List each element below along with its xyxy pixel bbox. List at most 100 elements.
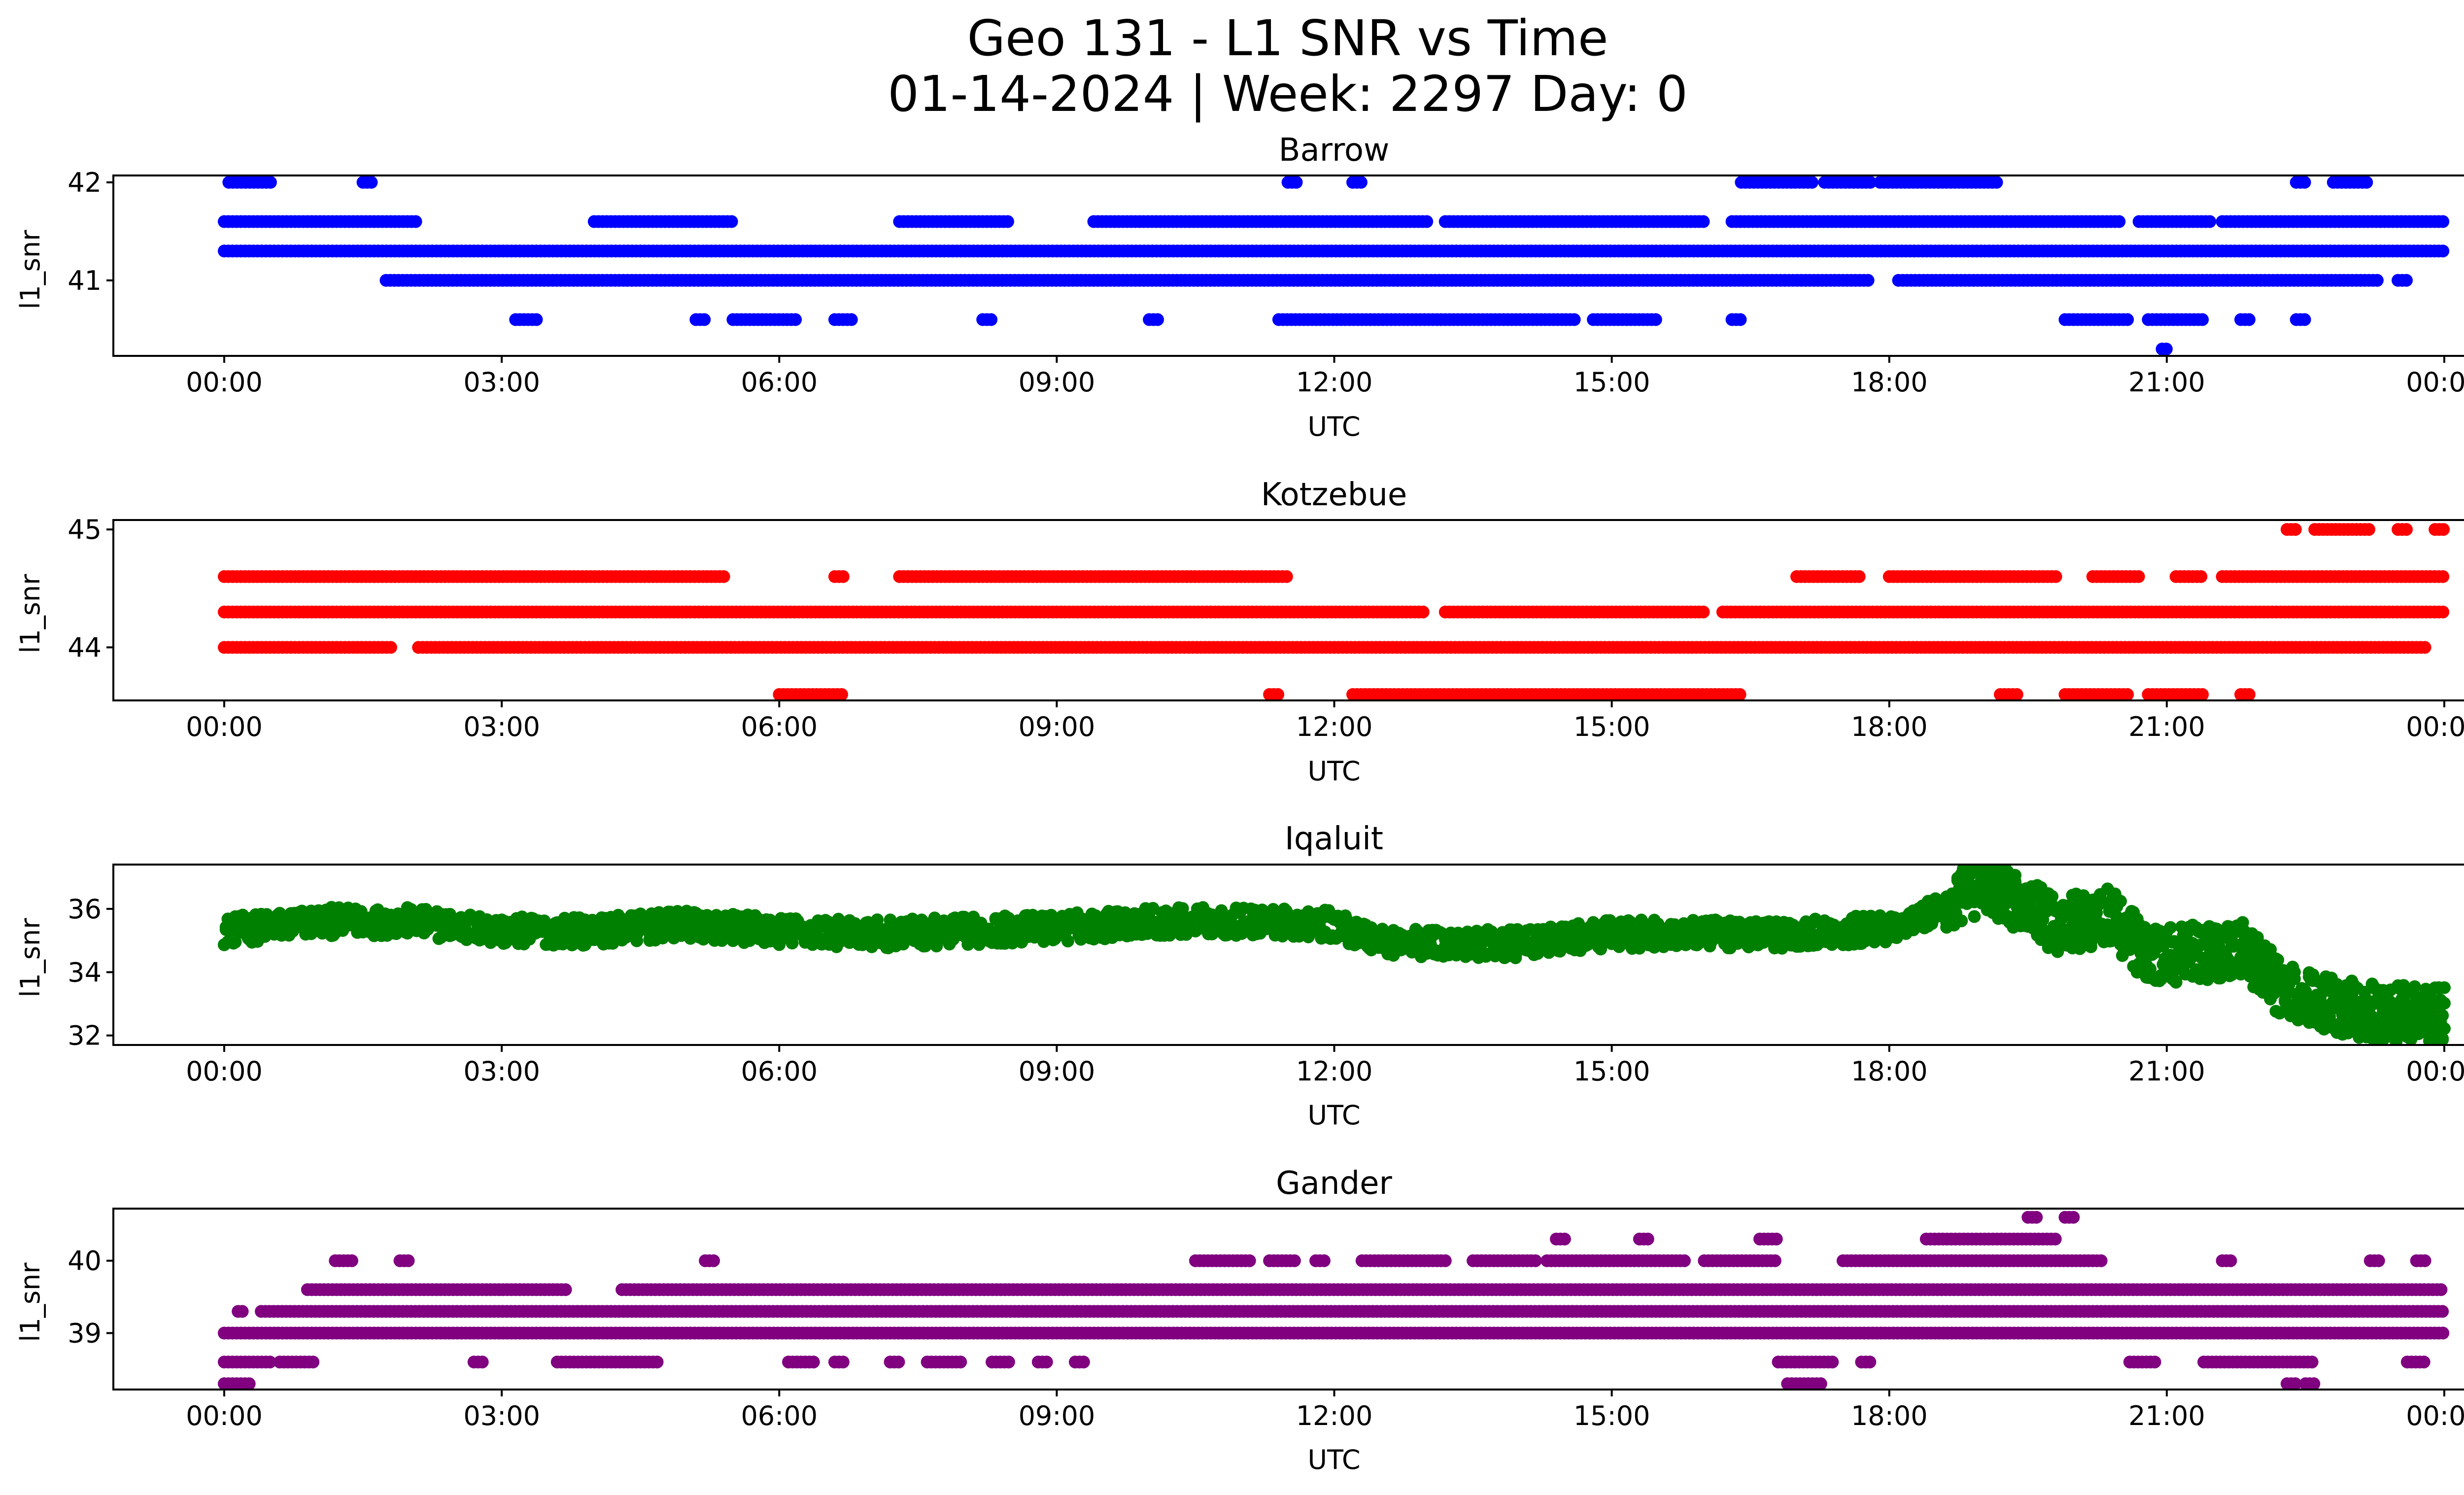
data-point bbox=[985, 313, 998, 326]
data-point bbox=[1074, 932, 1088, 945]
x-tick-label: 18:00 bbox=[1851, 711, 1928, 742]
data-point bbox=[2418, 641, 2431, 654]
x-tick-label: 12:00 bbox=[1296, 367, 1373, 398]
iqaluit-panel: Iqaluit UTC l1_snr 00:00 03:00 06:00 09:00 1… bbox=[15, 821, 2464, 1131]
x-tick-label: 00:00 bbox=[2406, 367, 2464, 398]
data-point bbox=[1151, 313, 1164, 326]
data-point bbox=[725, 215, 738, 228]
y-tick-label: 41 bbox=[68, 265, 102, 296]
x-axis-label: UTC bbox=[1307, 756, 1360, 787]
data-point bbox=[229, 936, 242, 949]
y-tick-label: 45 bbox=[68, 514, 102, 545]
data-point bbox=[2113, 215, 2126, 228]
data-point bbox=[717, 570, 730, 583]
data-points bbox=[218, 175, 2450, 356]
x-tick-label: 18:00 bbox=[1851, 367, 1928, 398]
data-point bbox=[1061, 935, 1074, 948]
data-point bbox=[1290, 175, 1303, 189]
panel-title: Iqaluit bbox=[1285, 821, 1383, 857]
chart-subtitle: 01-14-2024 | Week: 2297 Day: 0 bbox=[888, 65, 1687, 123]
data-point bbox=[2436, 215, 2450, 228]
data-point bbox=[2400, 274, 2413, 287]
data-point bbox=[871, 913, 884, 927]
data-point bbox=[1271, 688, 1284, 700]
data-point bbox=[884, 913, 897, 927]
kotzebue-panel: Kotzebue UTC l1_snr 00:00 03:00 06:00 09:00… bbox=[15, 477, 2464, 787]
data-point bbox=[1806, 175, 1818, 189]
data-point bbox=[1733, 688, 1746, 700]
data-point bbox=[1568, 313, 1581, 326]
panel-title: Kotzebue bbox=[1261, 477, 1407, 513]
data-point bbox=[2298, 313, 2311, 326]
x-tick-label: 00:00 bbox=[2406, 711, 2464, 742]
x-tick-label: 06:00 bbox=[741, 367, 818, 398]
x-tick-label: 00:00 bbox=[186, 711, 263, 742]
x-tick-label: 12:00 bbox=[1296, 711, 1373, 742]
panel-title: Barrow bbox=[1279, 132, 1390, 169]
data-point bbox=[2196, 313, 2209, 326]
data-point bbox=[1734, 313, 1747, 326]
data-point bbox=[264, 175, 277, 189]
data-point bbox=[630, 934, 644, 947]
x-tick-label: 03:00 bbox=[463, 367, 540, 398]
data-point bbox=[2298, 175, 2311, 189]
y-tick-label: 42 bbox=[68, 167, 102, 198]
data-point bbox=[1001, 215, 1014, 228]
data-point bbox=[2196, 688, 2209, 700]
x-tick-label: 15:00 bbox=[1574, 367, 1650, 398]
data-points bbox=[218, 523, 2450, 700]
data-point bbox=[2436, 605, 2450, 619]
data-point bbox=[2289, 523, 2302, 536]
data-point bbox=[1852, 570, 1866, 583]
data-point bbox=[365, 175, 378, 189]
data-point bbox=[1861, 274, 1875, 287]
data-point bbox=[2132, 570, 2145, 583]
data-point bbox=[2194, 570, 2208, 583]
data-point bbox=[2242, 688, 2256, 700]
data-point bbox=[1176, 902, 1189, 915]
x-tick-label: 06:00 bbox=[741, 711, 818, 742]
data-point bbox=[1594, 942, 1608, 956]
data-point bbox=[789, 313, 802, 326]
data-point bbox=[835, 688, 848, 700]
data-point bbox=[698, 313, 711, 326]
data-point bbox=[409, 215, 422, 228]
barrow-panel: Barrow UTC l1_snr 00:00 03:00 06:00 09:00 12… bbox=[15, 132, 2464, 442]
data-point bbox=[2242, 313, 2256, 326]
data-point bbox=[1163, 929, 1176, 942]
data-point bbox=[2159, 343, 2173, 356]
data-point bbox=[1280, 570, 1293, 583]
x-tick-label: 09:00 bbox=[1019, 367, 1095, 398]
data-point bbox=[2370, 274, 2384, 287]
data-point bbox=[2360, 175, 2373, 189]
data-point bbox=[1649, 313, 1662, 326]
y-axis-label: l1_snr bbox=[15, 918, 46, 998]
data-point bbox=[2437, 523, 2450, 536]
x-tick-label: 00:00 bbox=[186, 367, 263, 398]
data-point bbox=[1990, 175, 2003, 189]
x-tick-label: 09:00 bbox=[1019, 711, 1095, 742]
data-point bbox=[530, 313, 543, 326]
data-point bbox=[2203, 215, 2217, 228]
x-tick-label: 03:00 bbox=[463, 711, 540, 742]
data-point bbox=[845, 313, 858, 326]
data-point bbox=[2049, 570, 2062, 583]
x-axis-label: UTC bbox=[1307, 1100, 1360, 1131]
data-point bbox=[384, 641, 397, 654]
data-point bbox=[2362, 523, 2375, 536]
data-point bbox=[1420, 215, 1434, 228]
data-point bbox=[2400, 523, 2413, 536]
data-point bbox=[1697, 215, 1710, 228]
data-points bbox=[218, 865, 2451, 1045]
data-point bbox=[836, 570, 850, 583]
data-point bbox=[1416, 605, 1430, 619]
data-point bbox=[2436, 570, 2450, 583]
data-point bbox=[2436, 244, 2450, 258]
data-point bbox=[2121, 313, 2134, 326]
data-point bbox=[1864, 175, 1877, 189]
data-point bbox=[2121, 688, 2134, 700]
data-point bbox=[1354, 175, 1368, 189]
y-axis-label: l1_snr bbox=[15, 230, 46, 310]
chart-title: Geo 131 - L1 SNR vs Time bbox=[967, 9, 1608, 67]
